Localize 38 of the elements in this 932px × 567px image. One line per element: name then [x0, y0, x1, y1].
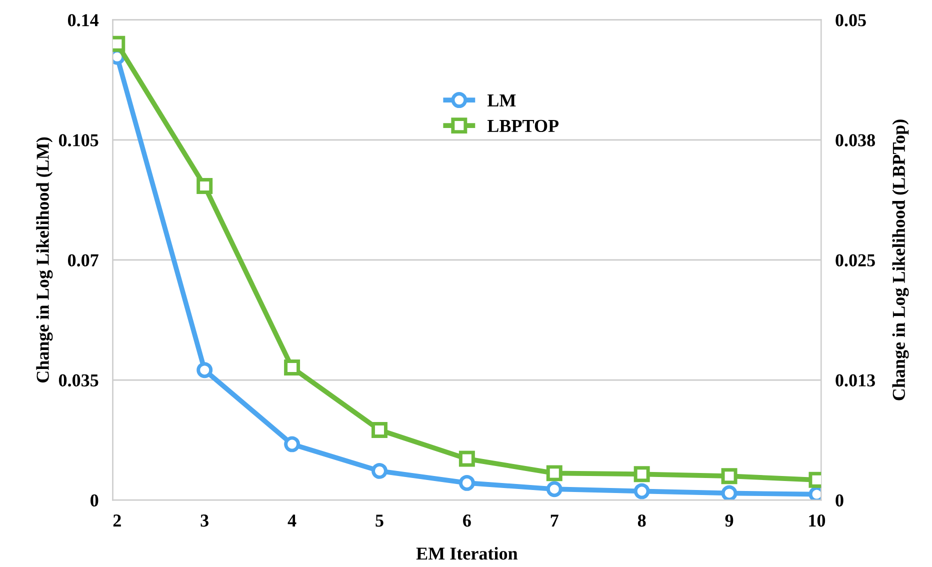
x-axis-title: EM Iteration: [416, 547, 518, 560]
point: [721, 468, 738, 484]
y-tick-label: 0.14: [68, 14, 99, 26]
point: [284, 436, 300, 452]
point: [284, 360, 300, 376]
point: [721, 485, 738, 500]
x-tick-label: 8: [638, 514, 646, 527]
x-tick-label: 6: [463, 514, 471, 527]
x-tick-label: 2: [113, 514, 121, 527]
y-tick-label: 0.07: [68, 254, 98, 266]
y2-tick-label: 0.05: [836, 14, 866, 26]
y2-axis-title: Change in Log Likelihood (LBPTop): [892, 120, 909, 400]
point: [372, 422, 388, 438]
x-tick-label: 3: [200, 514, 208, 527]
point: [458, 450, 475, 467]
legend-label: LM: [487, 94, 516, 106]
y-tick-label: 0.035: [58, 374, 98, 387]
y-axis-title: Change in Log Likelihood (LM): [36, 137, 53, 382]
point: [546, 465, 562, 482]
x-tick-label: 9: [725, 514, 734, 527]
y2-tick-label: 0.038: [836, 134, 876, 146]
y2-tick-label: 0.013: [836, 374, 875, 387]
y-tick-label: 0.105: [58, 134, 98, 146]
point: [372, 462, 388, 479]
x-tick-label: 4: [288, 514, 296, 527]
point: [196, 362, 213, 378]
x-tick-label: 5: [376, 514, 384, 527]
x-tick-label: 7: [550, 514, 558, 527]
legend-label: LBPTOP: [487, 120, 559, 132]
y2-tick-label: 0: [836, 494, 844, 507]
point: [546, 481, 562, 498]
point: [634, 483, 650, 500]
y2-tick-label: 0.025: [836, 254, 875, 266]
point: [458, 474, 475, 491]
point: [196, 178, 213, 194]
x-tick-label: 10: [809, 514, 826, 527]
y-tick-label: 0: [90, 494, 98, 507]
point: [634, 466, 650, 482]
